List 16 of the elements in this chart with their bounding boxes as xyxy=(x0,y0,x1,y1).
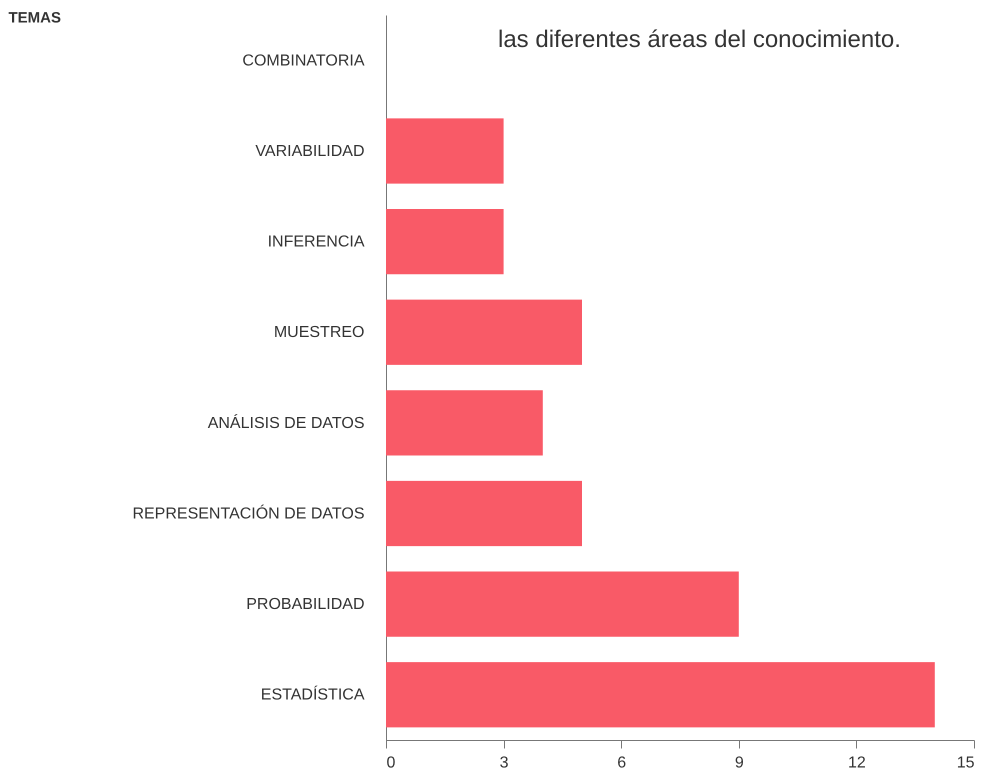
y-tick-label: REPRESENTACIÓN DE DATOS xyxy=(132,504,364,522)
x-tick-label: 15 xyxy=(956,754,975,772)
x-tick-label: 12 xyxy=(848,754,866,772)
x-tick-label: 3 xyxy=(500,754,509,772)
y-tick-label: ESTADÍSTICA xyxy=(260,686,365,704)
x-tick-label: 6 xyxy=(617,754,626,772)
y-tick-label: MUESTREO xyxy=(274,324,364,342)
y-axis-title: TEMAS xyxy=(8,10,61,26)
annotation: las diferentes áreas del conocimiento. xyxy=(498,26,901,53)
y-tick-label: INFERENCIA xyxy=(268,234,365,251)
y-tick-label: COMBINATORIA xyxy=(242,52,365,70)
x-tick-label: 0 xyxy=(386,754,396,772)
x-tick-label: 9 xyxy=(734,754,744,772)
y-tick-label: VARIABILIDAD xyxy=(255,142,364,160)
y-tick-label: PROBABILIDAD xyxy=(246,596,364,614)
y-tick-label: ANÁLISIS DE DATOS xyxy=(208,414,364,432)
